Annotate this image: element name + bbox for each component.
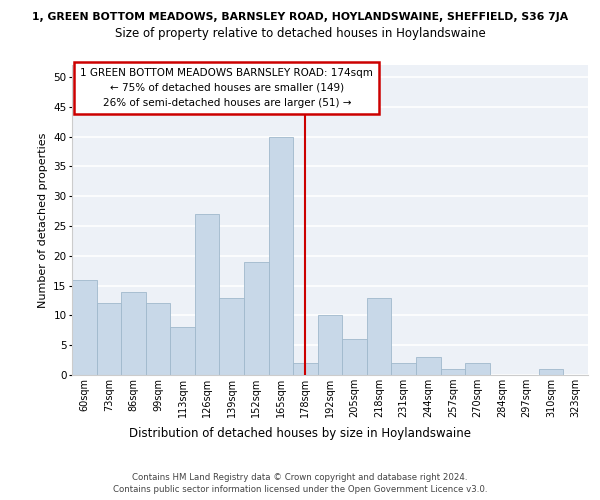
Bar: [293, 363, 318, 375]
Bar: [269, 136, 293, 375]
Bar: [121, 292, 146, 375]
Bar: [170, 328, 195, 375]
Bar: [97, 304, 121, 375]
Text: Contains HM Land Registry data © Crown copyright and database right 2024.: Contains HM Land Registry data © Crown c…: [132, 472, 468, 482]
Text: 1 GREEN BOTTOM MEADOWS BARNSLEY ROAD: 174sqm
← 75% of detached houses are smalle: 1 GREEN BOTTOM MEADOWS BARNSLEY ROAD: 17…: [80, 68, 373, 108]
Bar: [539, 369, 563, 375]
Bar: [391, 363, 416, 375]
Bar: [72, 280, 97, 375]
Bar: [465, 363, 490, 375]
Bar: [416, 357, 440, 375]
Text: 1, GREEN BOTTOM MEADOWS, BARNSLEY ROAD, HOYLANDSWAINE, SHEFFIELD, S36 7JA: 1, GREEN BOTTOM MEADOWS, BARNSLEY ROAD, …: [32, 12, 568, 22]
Bar: [195, 214, 220, 375]
Bar: [342, 339, 367, 375]
Bar: [318, 316, 342, 375]
Bar: [220, 298, 244, 375]
Y-axis label: Number of detached properties: Number of detached properties: [38, 132, 47, 308]
Bar: [244, 262, 269, 375]
Text: Size of property relative to detached houses in Hoylandswaine: Size of property relative to detached ho…: [115, 28, 485, 40]
Text: Contains public sector information licensed under the Open Government Licence v3: Contains public sector information licen…: [113, 485, 487, 494]
Bar: [440, 369, 465, 375]
Text: Distribution of detached houses by size in Hoylandswaine: Distribution of detached houses by size …: [129, 428, 471, 440]
Bar: [367, 298, 391, 375]
Bar: [146, 304, 170, 375]
